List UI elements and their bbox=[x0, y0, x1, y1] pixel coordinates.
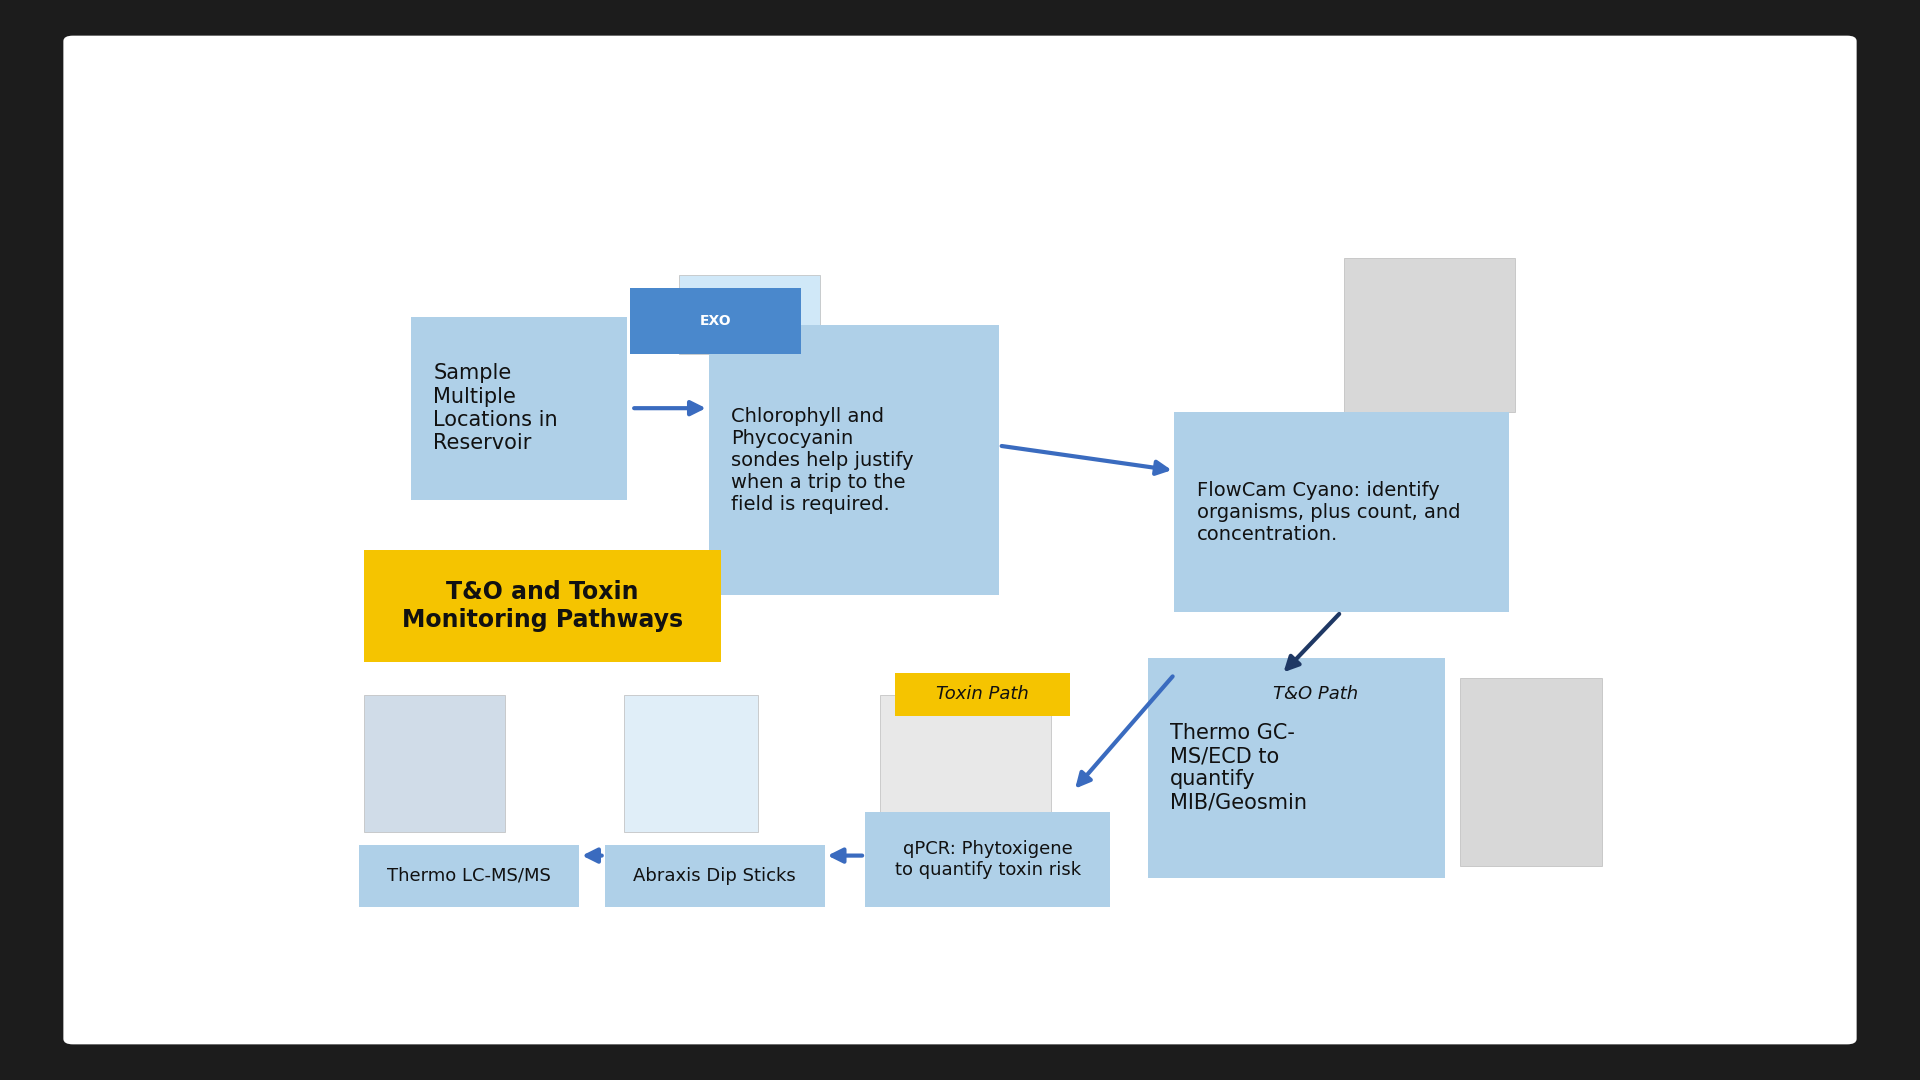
FancyBboxPatch shape bbox=[879, 696, 1050, 824]
FancyBboxPatch shape bbox=[359, 845, 580, 907]
FancyBboxPatch shape bbox=[624, 696, 758, 833]
Text: Toxin Path: Toxin Path bbox=[937, 685, 1029, 703]
Text: qPCR: Phytoxigene
to quantify toxin risk: qPCR: Phytoxigene to quantify toxin risk bbox=[895, 840, 1081, 879]
Text: Sample
Multiple
Locations in
Reservoir: Sample Multiple Locations in Reservoir bbox=[434, 363, 559, 453]
Text: Chlorophyll and
Phycocyanin
sondes help justify
when a trip to the
field is requ: Chlorophyll and Phycocyanin sondes help … bbox=[732, 407, 914, 514]
Text: FlowCam Cyano: identify
organisms, plus count, and
concentration.: FlowCam Cyano: identify organisms, plus … bbox=[1196, 481, 1461, 543]
FancyBboxPatch shape bbox=[895, 673, 1069, 716]
Text: Abraxis Dip Sticks: Abraxis Dip Sticks bbox=[634, 867, 797, 885]
FancyBboxPatch shape bbox=[680, 275, 820, 354]
FancyBboxPatch shape bbox=[1148, 658, 1446, 878]
FancyBboxPatch shape bbox=[605, 845, 826, 907]
Text: Thermo LC-MS/MS: Thermo LC-MS/MS bbox=[388, 867, 551, 885]
FancyBboxPatch shape bbox=[363, 696, 505, 833]
Text: T&O and Toxin
Monitoring Pathways: T&O and Toxin Monitoring Pathways bbox=[401, 580, 684, 632]
FancyBboxPatch shape bbox=[1236, 673, 1394, 716]
Text: Thermo GC-
MS/ECD to
quantify
MIB/Geosmin: Thermo GC- MS/ECD to quantify MIB/Geosmi… bbox=[1169, 723, 1308, 812]
FancyBboxPatch shape bbox=[363, 550, 720, 662]
FancyBboxPatch shape bbox=[1175, 413, 1509, 612]
FancyBboxPatch shape bbox=[630, 287, 801, 354]
FancyBboxPatch shape bbox=[708, 325, 998, 595]
Text: T&O Path: T&O Path bbox=[1273, 685, 1357, 703]
FancyBboxPatch shape bbox=[864, 811, 1110, 907]
FancyBboxPatch shape bbox=[411, 316, 626, 500]
Text: EXO: EXO bbox=[699, 314, 732, 328]
FancyBboxPatch shape bbox=[1344, 258, 1515, 413]
FancyBboxPatch shape bbox=[1459, 678, 1601, 865]
